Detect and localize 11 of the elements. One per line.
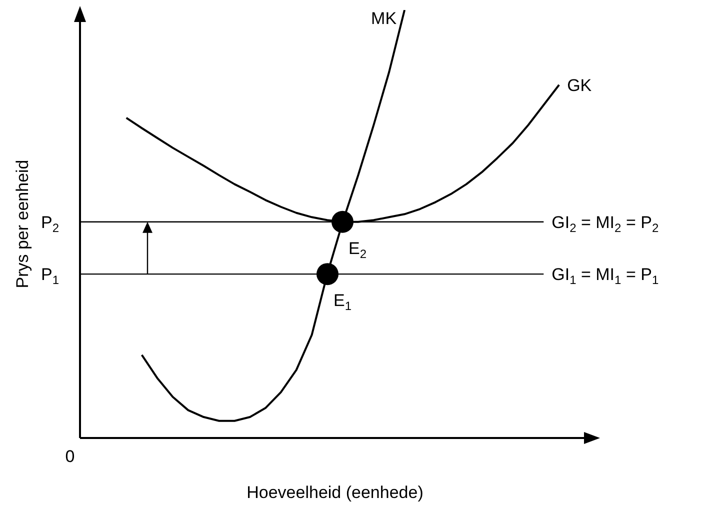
series-label: GI$_{1}$ = MI$_{1}$ = P$_{1}$ <box>552 265 659 287</box>
series-label: GK <box>567 76 592 95</box>
y-axis-title: Prys per eenheid <box>13 160 32 288</box>
series-label: GI$_{2}$ = MI$_{2}$ = P$_{2}$ <box>552 212 659 234</box>
annotation: E$_{1}$ <box>334 291 352 313</box>
series-label: MK <box>371 9 398 28</box>
text: P$_{1}$ <box>40 265 60 287</box>
x-axis-title: Hoeveelheid (eenhede) <box>246 483 424 502</box>
annotation: E$_{2}$ <box>348 238 367 260</box>
text: P$_{2}$ <box>40 212 60 234</box>
text: 0 <box>65 447 75 466</box>
